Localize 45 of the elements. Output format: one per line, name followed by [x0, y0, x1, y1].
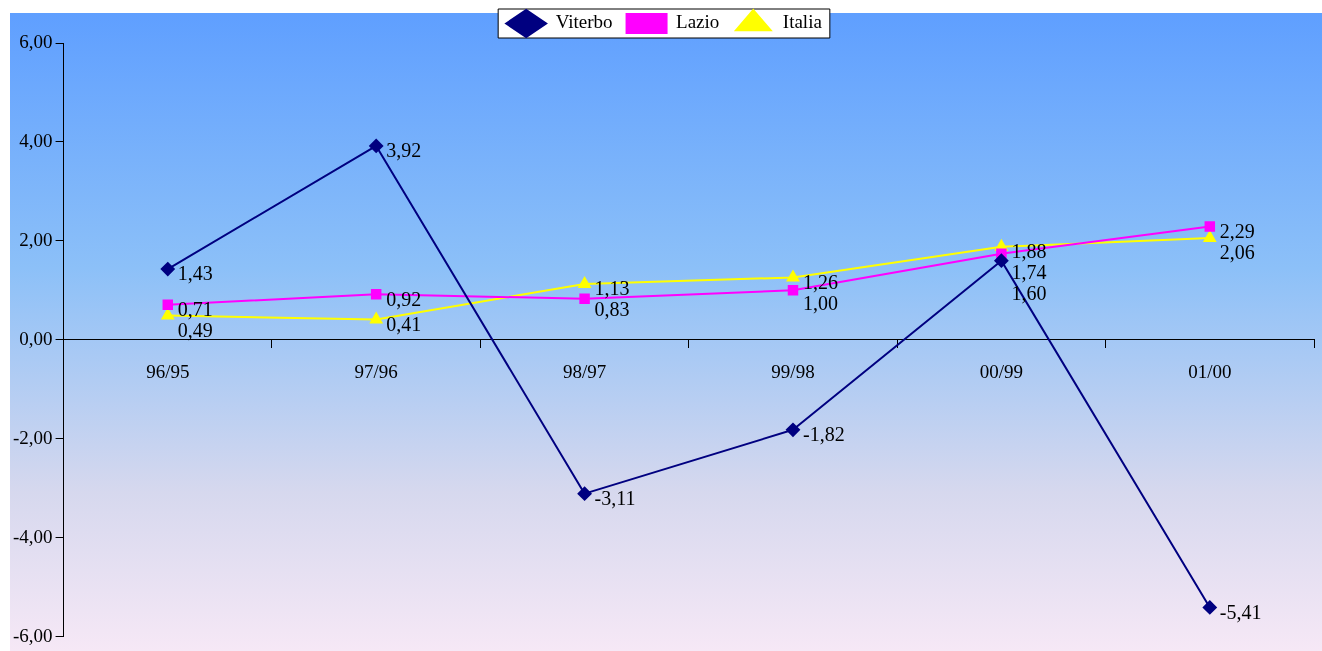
- y-tick-label: 2,00: [19, 228, 53, 250]
- data-label: 1,43: [177, 262, 213, 285]
- y-tick-label: 0,00: [19, 327, 53, 349]
- data-label: 1,00: [802, 291, 838, 314]
- legend-label: Viterbo: [555, 11, 613, 33]
- data-label: 1,13: [594, 277, 630, 300]
- point: [160, 262, 175, 277]
- x-tick-label: 96/95: [146, 361, 190, 383]
- point: [994, 253, 1009, 268]
- y-tick-label: -4,00: [13, 525, 53, 547]
- x-tick-label: 00/99: [979, 361, 1024, 383]
- x-tick-label: 99/98: [771, 361, 815, 383]
- data-label: -5,41: [1219, 600, 1262, 623]
- point: [787, 285, 799, 296]
- y-tick-label: -2,00: [13, 426, 53, 448]
- x-tick-label: 01/00: [1188, 361, 1232, 383]
- data-label: 0,49: [177, 318, 213, 341]
- data-label: 1,74: [1011, 261, 1047, 284]
- y-tick-label: 6,00: [19, 30, 53, 52]
- point: [369, 138, 384, 153]
- point: [1202, 600, 1217, 615]
- point: [370, 289, 382, 300]
- data-label: 2,06: [1219, 240, 1255, 263]
- point: [162, 299, 174, 310]
- point: [369, 312, 383, 324]
- x-tick-label: 97/96: [354, 361, 398, 383]
- point: [786, 270, 800, 282]
- point: [579, 293, 590, 304]
- y-tick-label: 4,00: [19, 129, 53, 151]
- legend-label: Lazio: [676, 11, 720, 33]
- data-label: 2,29: [1219, 219, 1255, 242]
- point: [1204, 221, 1216, 232]
- data-label: -3,11: [594, 486, 636, 509]
- point: [1203, 230, 1216, 242]
- point: [577, 486, 592, 501]
- data-label: -1,82: [802, 423, 845, 446]
- data-label: 0,41: [386, 312, 422, 335]
- y-tick-label: -6,00: [13, 624, 53, 646]
- x-tick-label: 98/97: [562, 361, 607, 383]
- data-label: 0,83: [594, 298, 630, 321]
- point: [578, 276, 591, 288]
- data-label: 0,71: [177, 297, 213, 320]
- point: [785, 422, 800, 437]
- legend-label: Italia: [782, 11, 823, 33]
- data-label: 3,92: [386, 139, 422, 162]
